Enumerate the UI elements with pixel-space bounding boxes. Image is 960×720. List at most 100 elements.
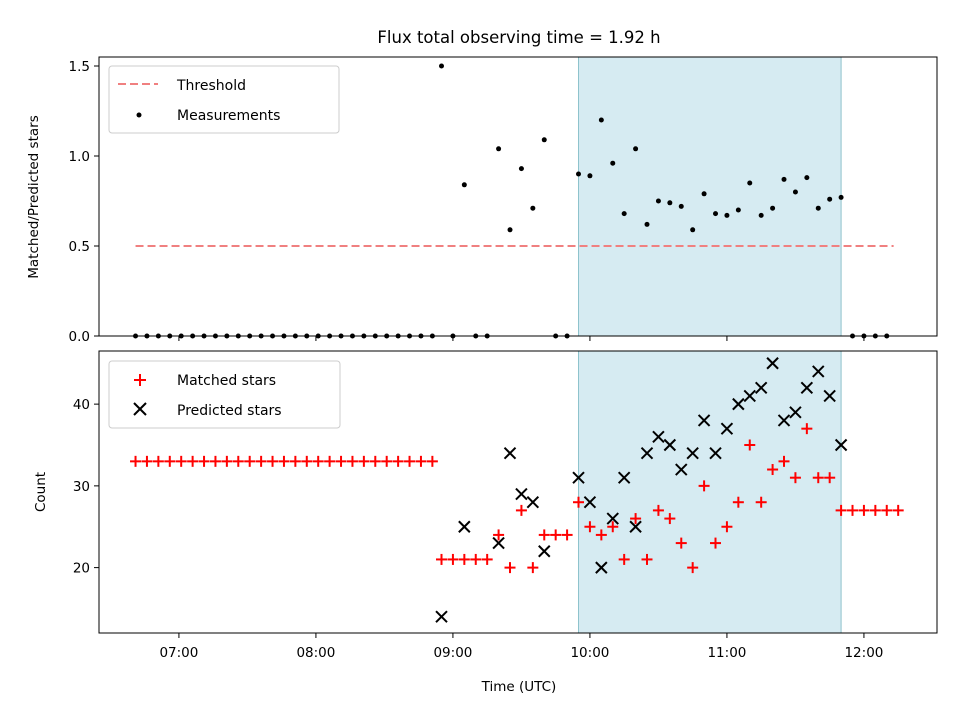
matched-star-point	[426, 455, 438, 467]
matched-star-point	[381, 455, 393, 467]
matched-star-point	[744, 439, 756, 451]
matched-star-point	[324, 455, 336, 467]
measurement-point	[530, 205, 536, 211]
matched-star-point	[141, 455, 153, 467]
matched-star-point	[346, 455, 358, 467]
measurement-point	[770, 205, 776, 211]
legend-count: Matched stars Predicted stars	[108, 360, 341, 429]
legend-matched-label: Matched stars	[177, 373, 276, 389]
y-tick-label: 20	[73, 561, 90, 577]
matched-star-point	[607, 521, 619, 533]
matched-star-point	[869, 504, 881, 516]
matched-star-point	[812, 472, 824, 484]
measurement-point	[678, 203, 684, 209]
matched-star-point	[664, 513, 676, 525]
measurement-point	[439, 63, 445, 69]
predicted-star-point	[617, 471, 631, 484]
legend-measurements-swatch	[136, 112, 142, 118]
matched-star-point	[801, 423, 813, 435]
predicted-star-point	[640, 446, 654, 460]
predicted-star-point	[709, 446, 722, 460]
y-tick-label: 1.5	[69, 59, 90, 75]
measurement-point	[747, 180, 753, 186]
legend-predicted-label: Predicted stars	[177, 403, 282, 419]
matched-star-point	[755, 496, 767, 508]
predicted-star-point	[538, 545, 551, 558]
predicted-star-point	[777, 414, 791, 427]
measurement-point	[610, 160, 616, 166]
matched-star-point	[415, 455, 427, 467]
measurement-point	[598, 117, 604, 123]
measurement-point	[644, 221, 650, 227]
matched-star-point	[504, 562, 516, 574]
predicted-star-point	[823, 389, 836, 403]
measurement-point	[792, 189, 798, 195]
matched-star-point	[652, 504, 664, 516]
predicted-star-point	[583, 496, 597, 509]
predicted-star-point	[720, 422, 734, 435]
matched-star-point	[267, 455, 279, 467]
matched-star-point	[573, 496, 585, 508]
measurement-point	[518, 166, 524, 172]
predicted-star-point	[629, 520, 642, 533]
x-tick-label: 07:00	[159, 645, 198, 661]
matched-star-point	[255, 455, 267, 467]
predicted-star-point	[834, 438, 848, 452]
measurement-point	[804, 175, 810, 181]
predicted-star-point	[458, 520, 471, 533]
measurement-point	[507, 227, 513, 233]
measurement-point	[713, 211, 719, 217]
measurement-point	[724, 212, 730, 218]
predicted-star-point	[526, 496, 540, 509]
x-tick-label: 11:00	[707, 645, 746, 661]
matched-star-point	[858, 504, 870, 516]
panel-ratio: 0.0 0.5 1.0 1.5 Matched/Predicted stars Thr…	[26, 56, 938, 345]
xlabel: Time (UTC)	[481, 679, 557, 695]
measurement-point	[633, 146, 639, 152]
legend-predicted-swatch	[133, 402, 147, 416]
matched-star-point	[698, 480, 710, 492]
matched-star-point	[630, 513, 642, 525]
legend-matched-swatch	[134, 374, 146, 386]
legend-measurements-label: Measurements	[177, 108, 280, 124]
predicted-star-point	[812, 365, 825, 378]
matched-star-point	[221, 455, 233, 467]
matched-star-point	[470, 553, 482, 565]
matched-star-point	[641, 553, 653, 565]
measurement-point	[815, 205, 821, 211]
y-tick-label: 0.5	[69, 239, 90, 255]
y-tick-label: 40	[73, 397, 90, 413]
matched-star-point	[289, 455, 301, 467]
panel-count: 07:00 08:00 09:00 10:00 11:00 12:00 20 30 40 Cou…	[33, 350, 938, 661]
measurement-point	[758, 212, 764, 218]
predicted-star-point	[732, 397, 745, 411]
matched-star-point	[527, 562, 539, 574]
matched-star-point	[550, 529, 562, 541]
matched-star-point	[892, 504, 904, 516]
measurement-point	[690, 227, 696, 233]
matched-star-point	[584, 521, 596, 533]
frame-ratio	[98, 56, 938, 337]
predicted-star-point	[663, 438, 677, 452]
shaded-region-ratio	[578, 56, 842, 337]
matched-star-point	[710, 537, 722, 549]
predicted-star-point	[572, 471, 585, 484]
matched-star-point	[789, 472, 801, 484]
matched-star-point	[732, 496, 744, 508]
predicted-star-point	[435, 610, 448, 623]
measurement-point	[655, 198, 661, 204]
measurement-point	[781, 176, 787, 182]
ylabel-count: Count	[33, 472, 49, 512]
predicted-star-point	[754, 381, 768, 394]
matched-star-point	[493, 529, 505, 541]
legend-box	[108, 65, 340, 134]
predicted-star-point	[503, 446, 517, 460]
measurement-point	[735, 207, 741, 213]
predicted-star-point	[606, 512, 619, 525]
y-tick-label: 30	[73, 479, 90, 495]
matched-star-point	[130, 455, 142, 467]
matched-star-point	[515, 504, 527, 516]
measurement-point	[827, 196, 833, 202]
matched-star-point	[458, 553, 470, 565]
